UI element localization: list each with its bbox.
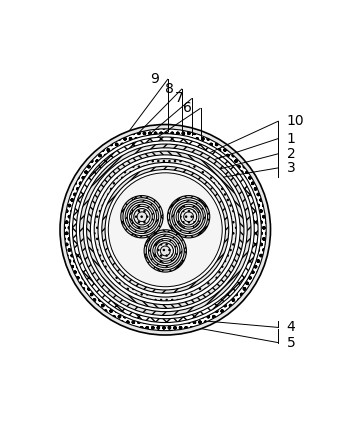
Circle shape <box>121 195 163 238</box>
Circle shape <box>90 155 240 305</box>
Circle shape <box>184 212 194 222</box>
Circle shape <box>137 212 147 222</box>
Circle shape <box>176 204 201 229</box>
Circle shape <box>181 209 197 225</box>
Circle shape <box>174 202 203 232</box>
Circle shape <box>144 230 187 272</box>
Circle shape <box>157 243 173 259</box>
Circle shape <box>83 148 247 312</box>
Circle shape <box>127 202 156 232</box>
Circle shape <box>130 204 154 229</box>
Circle shape <box>79 144 251 315</box>
Circle shape <box>98 162 232 297</box>
Circle shape <box>86 151 244 308</box>
Text: 6: 6 <box>183 101 192 115</box>
Circle shape <box>155 241 176 261</box>
Circle shape <box>125 200 159 234</box>
Circle shape <box>170 198 208 236</box>
Text: 3: 3 <box>287 161 295 175</box>
Circle shape <box>148 234 182 268</box>
Circle shape <box>72 137 258 322</box>
Text: 4: 4 <box>287 321 295 334</box>
Text: 8: 8 <box>164 82 173 96</box>
Text: 5: 5 <box>287 336 295 350</box>
Circle shape <box>69 134 261 326</box>
Circle shape <box>105 169 225 290</box>
Text: 7: 7 <box>174 91 183 105</box>
Text: 9: 9 <box>150 72 159 86</box>
Circle shape <box>167 195 210 238</box>
Circle shape <box>102 166 229 293</box>
Circle shape <box>146 232 184 270</box>
Circle shape <box>94 159 236 301</box>
Text: 1: 1 <box>287 131 296 146</box>
Circle shape <box>108 173 222 287</box>
Circle shape <box>60 124 271 335</box>
Circle shape <box>172 200 205 234</box>
Circle shape <box>160 246 170 256</box>
Circle shape <box>153 239 178 263</box>
Text: 2: 2 <box>287 147 295 161</box>
Circle shape <box>64 129 266 331</box>
Text: 10: 10 <box>287 114 304 128</box>
Circle shape <box>76 141 254 319</box>
Circle shape <box>123 198 161 236</box>
Circle shape <box>132 206 152 227</box>
Circle shape <box>134 209 150 225</box>
Circle shape <box>150 236 180 265</box>
Circle shape <box>178 206 199 227</box>
